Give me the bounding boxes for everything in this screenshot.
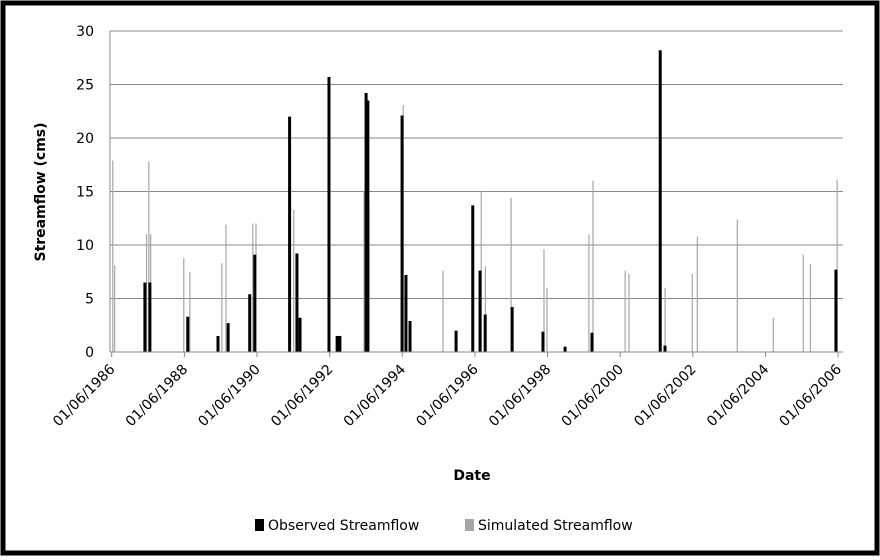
legend-swatch [255, 519, 264, 531]
y-tick-label: 25 [76, 78, 94, 94]
y-tick-label: 10 [76, 238, 94, 254]
x-axis-label: Date [453, 468, 490, 484]
y-axis-label: Streamflow (cms) [33, 122, 49, 261]
y-tick-label: 30 [76, 24, 94, 40]
y-tick-label: 0 [85, 345, 94, 361]
legend-label: Simulated Streamflow [478, 518, 633, 534]
y-tick-label: 15 [76, 185, 94, 201]
legend-swatch [465, 519, 474, 531]
y-tick-label: 20 [76, 131, 94, 147]
legend-label: Observed Streamflow [268, 518, 419, 534]
y-tick-label: 5 [85, 292, 94, 308]
